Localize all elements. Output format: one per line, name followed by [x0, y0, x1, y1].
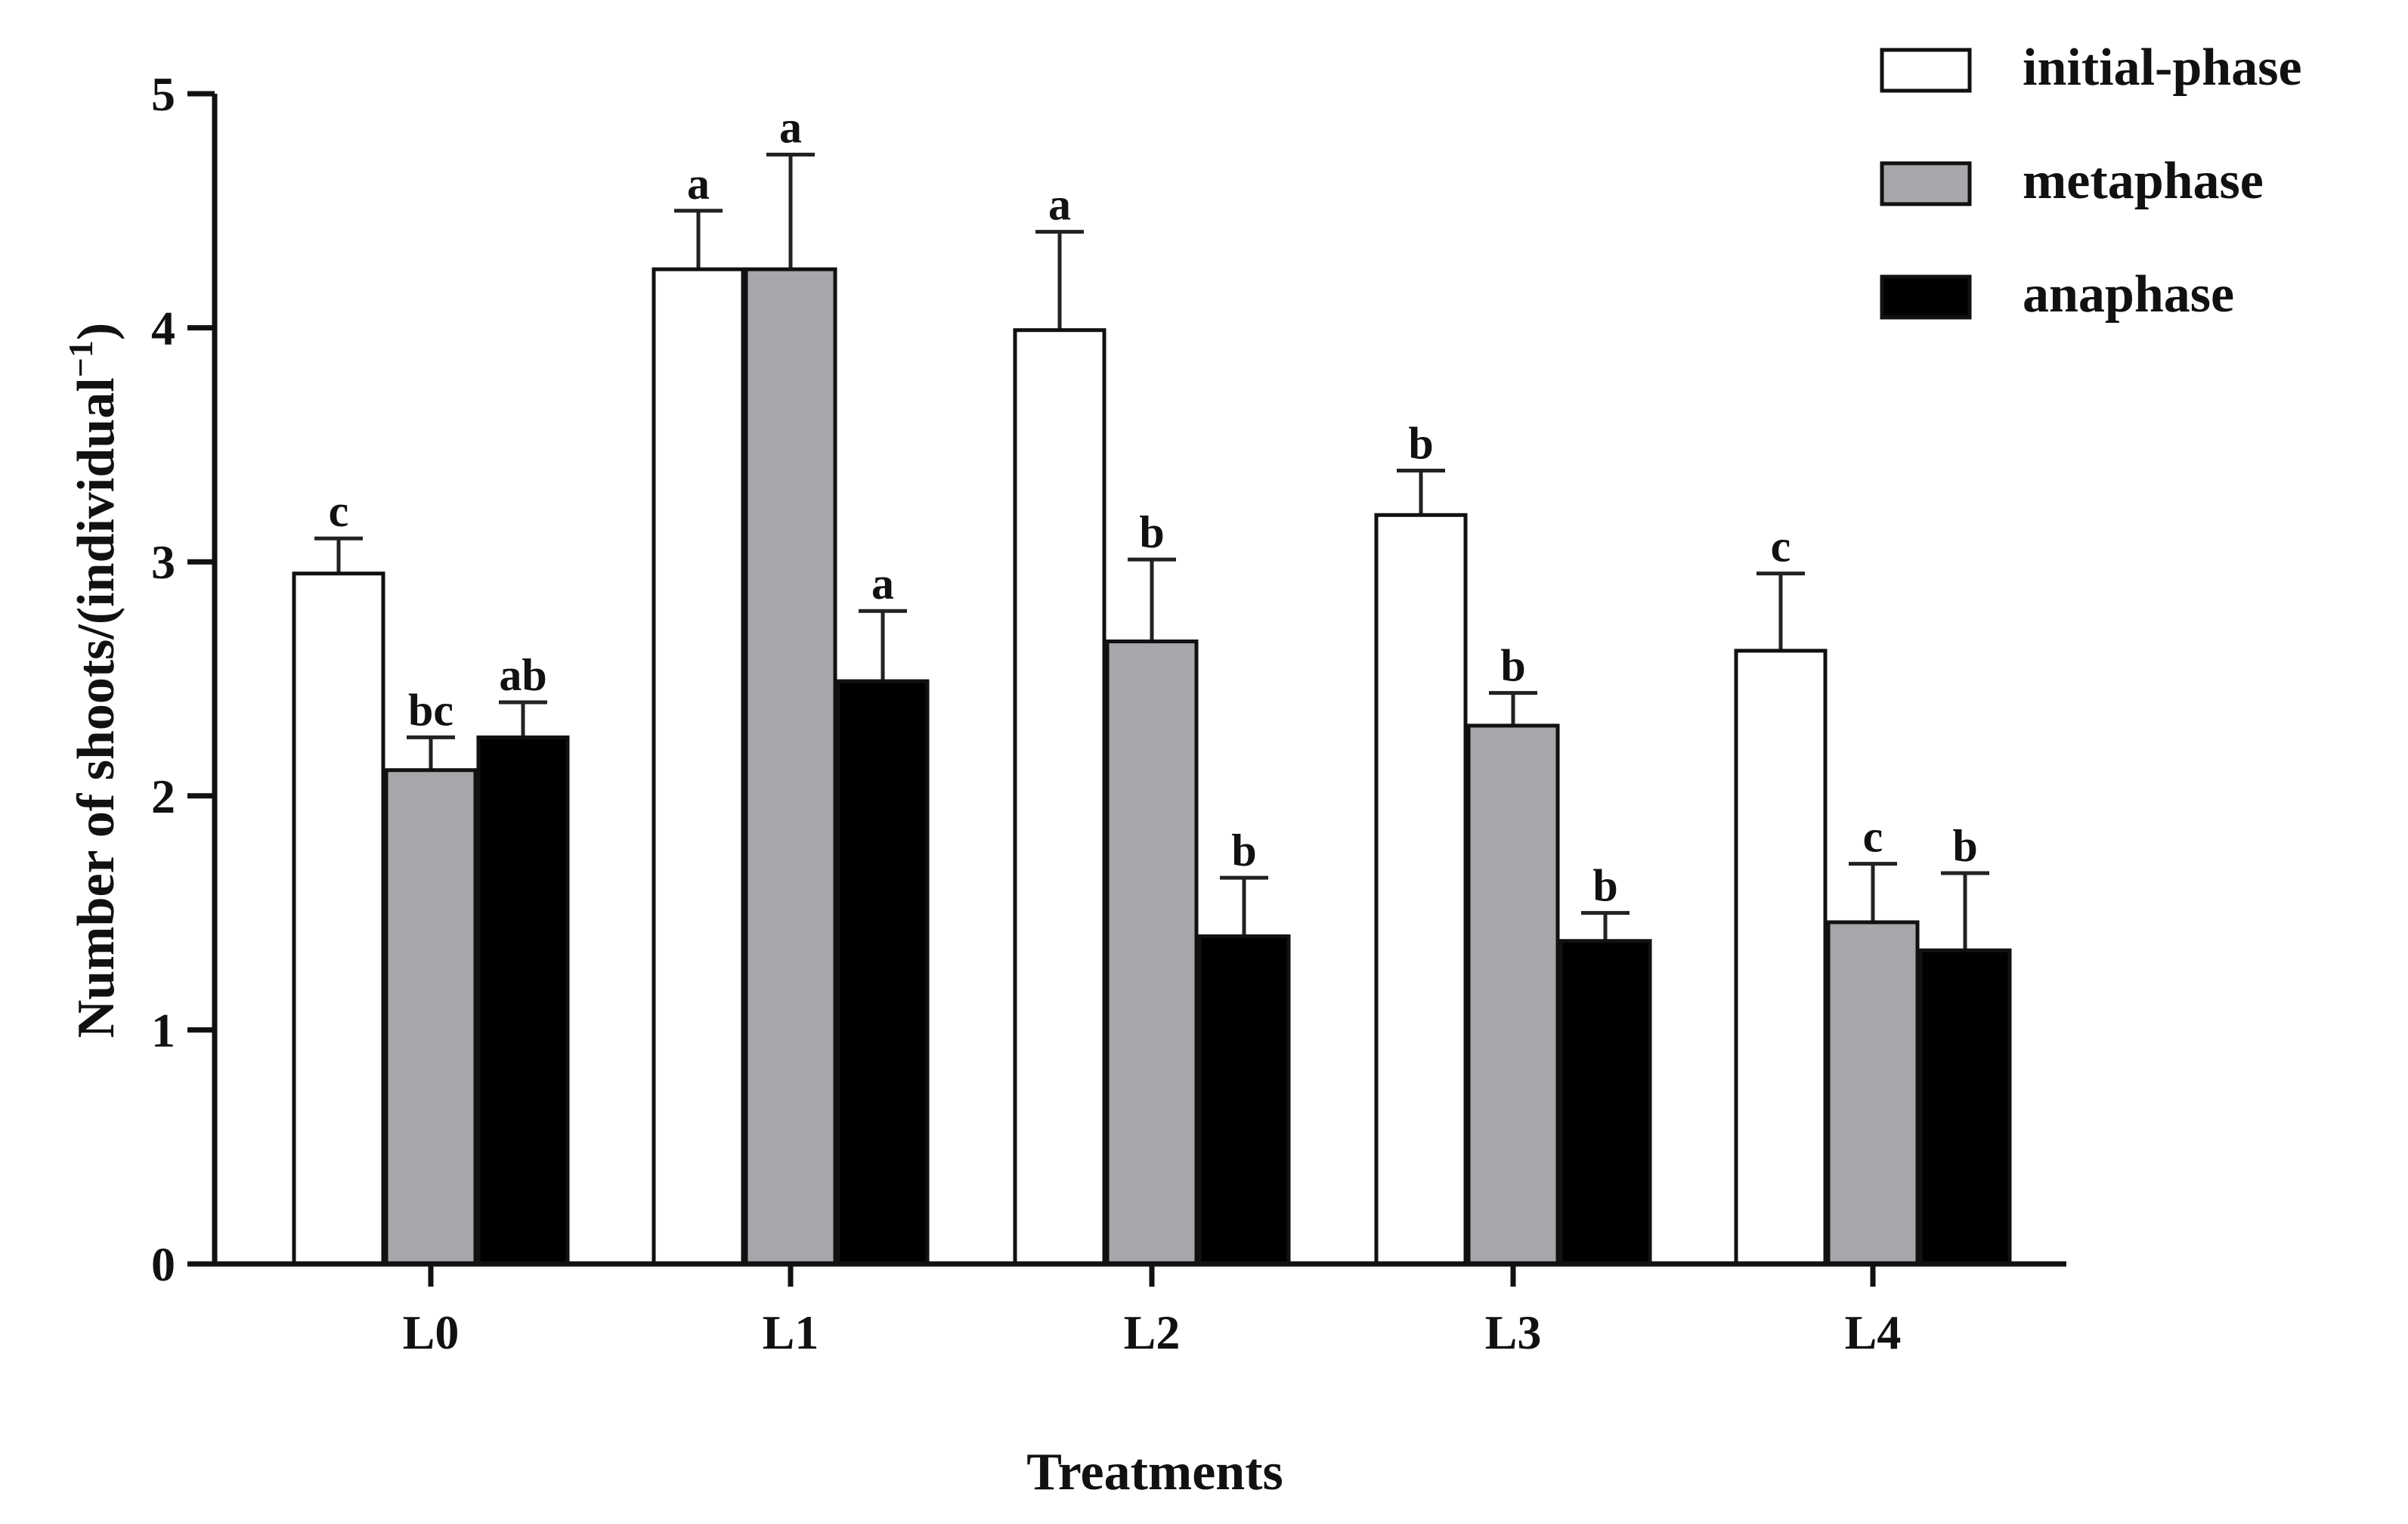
sig-letter-l0-metaphase: bc	[408, 685, 453, 735]
x-tick-label-l1: L1	[763, 1306, 819, 1359]
sig-letter-l4-metaphase: c	[1863, 812, 1883, 862]
bar-l4-metaphase	[1826, 920, 1920, 1266]
y-axis-title-superscript: −1	[61, 340, 100, 377]
bar-l2-anaphase	[1197, 934, 1291, 1266]
bar-l3-initial-phase	[1374, 513, 1468, 1266]
sig-letter-l4-anaphase: b	[1952, 821, 1977, 871]
legend-swatch-anaphase	[1880, 274, 1972, 320]
bar-l4-anaphase	[1918, 948, 2012, 1266]
y-tick-label-5: 5	[151, 67, 175, 121]
sig-letter-l0-anaphase: ab	[499, 650, 546, 700]
sig-letter-l4-initial-phase: c	[1771, 522, 1791, 572]
y-tick-label-1: 1	[151, 1003, 175, 1057]
bar-l1-metaphase	[744, 267, 837, 1266]
bar-l3-metaphase	[1466, 723, 1560, 1266]
x-tick-label-l0: L0	[403, 1306, 460, 1359]
bar-l2-metaphase	[1105, 639, 1199, 1266]
sig-letter-l2-anaphase: b	[1231, 826, 1256, 875]
x-axis-title: Treatments	[1026, 1443, 1283, 1501]
sig-letter-l3-anaphase: b	[1592, 861, 1617, 911]
sig-letter-l2-initial-phase: a	[1048, 180, 1071, 230]
bar-l0-initial-phase	[292, 572, 385, 1266]
y-axis-title-main: Number of shoots/(individual	[67, 377, 125, 1038]
sig-letter-l2-metaphase: b	[1139, 507, 1164, 557]
x-tick-label-l4: L4	[1845, 1306, 1902, 1359]
sig-letter-l0-initial-phase: c	[329, 486, 349, 536]
y-tick-label-4: 4	[151, 302, 175, 355]
y-axis-title-close: )	[67, 323, 125, 340]
y-axis-title: Number of shoots/(individual−1)	[61, 323, 125, 1038]
bar-l3-anaphase	[1558, 939, 1652, 1266]
sig-letter-l1-metaphase: a	[779, 102, 802, 152]
sig-letter-l3-initial-phase: b	[1408, 418, 1433, 468]
y-tick-label-0: 0	[151, 1237, 175, 1291]
legend-label-anaphase: anaphase	[2023, 265, 2234, 324]
legend-label-initial-phase: initial-phase	[2023, 39, 2302, 97]
legend-swatch-metaphase	[1880, 161, 1972, 206]
sig-letter-l1-anaphase: a	[871, 559, 894, 609]
bar-l1-anaphase	[836, 679, 930, 1266]
x-tick-label-l3: L3	[1485, 1306, 1542, 1359]
bar-l2-initial-phase	[1013, 328, 1107, 1266]
sig-letter-l3-metaphase: b	[1500, 641, 1525, 691]
legend-swatch-initial-phase	[1880, 48, 1972, 93]
x-tick-label-l2: L2	[1124, 1306, 1181, 1359]
legend: initial-phase metaphase anaphase	[1880, 39, 2302, 324]
sig-letter-l1-initial-phase: a	[687, 159, 710, 209]
bar-l4-initial-phase	[1734, 649, 1828, 1266]
bar-l0-metaphase	[384, 768, 478, 1266]
bar-l1-initial-phase	[652, 267, 745, 1266]
bar-l0-anaphase	[476, 735, 570, 1266]
y-tick-label-2: 2	[151, 770, 175, 823]
legend-label-metaphase: metaphase	[2023, 152, 2264, 210]
y-tick-label-3: 3	[151, 535, 175, 589]
